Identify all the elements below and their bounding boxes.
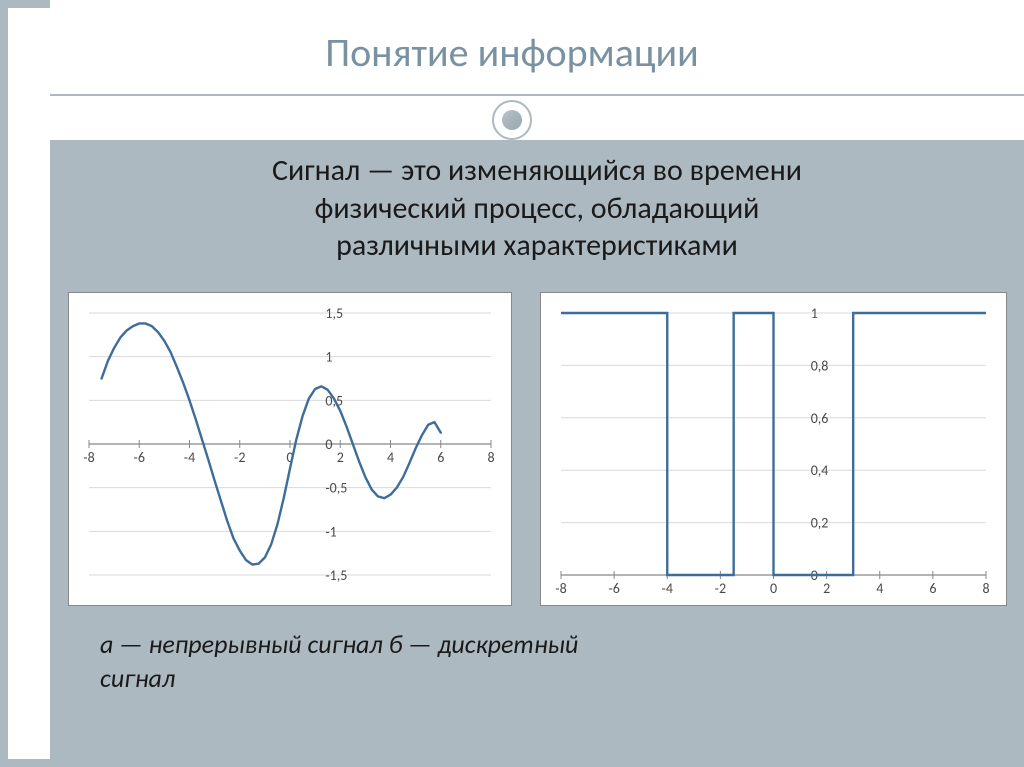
svg-text:-8: -8 <box>83 449 94 466</box>
ornament-circle-icon <box>492 100 532 140</box>
chart-discrete-signal: -8-6-4-20246800,20,40,60,81 <box>540 292 1007 606</box>
svg-text:1: 1 <box>811 305 818 322</box>
content-panel: Сигнал — это изменяющийся во времени физ… <box>50 142 1024 767</box>
caption-line-2: сигнал <box>100 662 175 694</box>
svg-text:-6: -6 <box>608 580 619 597</box>
svg-text:-1,5: -1,5 <box>325 567 347 584</box>
svg-text:-8: -8 <box>555 580 566 597</box>
svg-text:8: 8 <box>982 580 989 597</box>
svg-text:0,8: 0,8 <box>811 357 829 374</box>
svg-text:0,4: 0,4 <box>811 462 829 479</box>
svg-text:2: 2 <box>337 449 344 466</box>
svg-text:1,5: 1,5 <box>325 305 343 322</box>
svg-text:-1: -1 <box>325 523 336 540</box>
definition-text: Сигнал — это изменяющийся во времени физ… <box>50 152 1024 265</box>
svg-text:-6: -6 <box>134 449 145 466</box>
ornament-circle-inner <box>502 110 522 130</box>
svg-text:-4: -4 <box>184 449 195 466</box>
slide: Понятие информации Сигнал — это изменяющ… <box>0 0 1024 767</box>
left-accent-bar <box>0 0 50 767</box>
svg-text:-4: -4 <box>662 580 673 597</box>
svg-text:0,2: 0,2 <box>811 515 829 532</box>
svg-text:8: 8 <box>487 449 494 466</box>
definition-line-3: различными характеристиками <box>336 227 738 264</box>
svg-text:-0,5: -0,5 <box>325 480 347 497</box>
svg-text:-2: -2 <box>234 449 245 466</box>
svg-text:-2: -2 <box>715 580 726 597</box>
svg-text:2: 2 <box>823 580 830 597</box>
caption-text: а — непрерывный сигнал б — дискретный си… <box>100 628 1004 696</box>
svg-text:0: 0 <box>770 580 777 597</box>
svg-text:6: 6 <box>437 449 444 466</box>
definition-line-2: физический процесс, обладающий <box>315 190 760 227</box>
page-title: Понятие информации <box>0 28 1024 77</box>
svg-text:0: 0 <box>325 436 332 453</box>
caption-line-1: а — непрерывный сигнал б — дискретный <box>100 628 578 660</box>
svg-text:4: 4 <box>387 449 394 466</box>
svg-text:4: 4 <box>876 580 883 597</box>
chart-continuous-signal: -8-6-4-202468-1,5-1-0,500,511,5 <box>68 292 512 606</box>
svg-text:0,6: 0,6 <box>811 410 829 427</box>
left-inner-panel <box>8 8 50 759</box>
definition-line-1: Сигнал — это изменяющийся во времени <box>272 152 802 189</box>
svg-text:6: 6 <box>929 580 936 597</box>
chart-b-svg: -8-6-4-20246800,20,40,60,81 <box>541 293 1006 605</box>
svg-text:1: 1 <box>325 349 332 366</box>
divider-top <box>50 94 1024 96</box>
chart-a-svg: -8-6-4-202468-1,5-1-0,500,511,5 <box>69 293 511 605</box>
